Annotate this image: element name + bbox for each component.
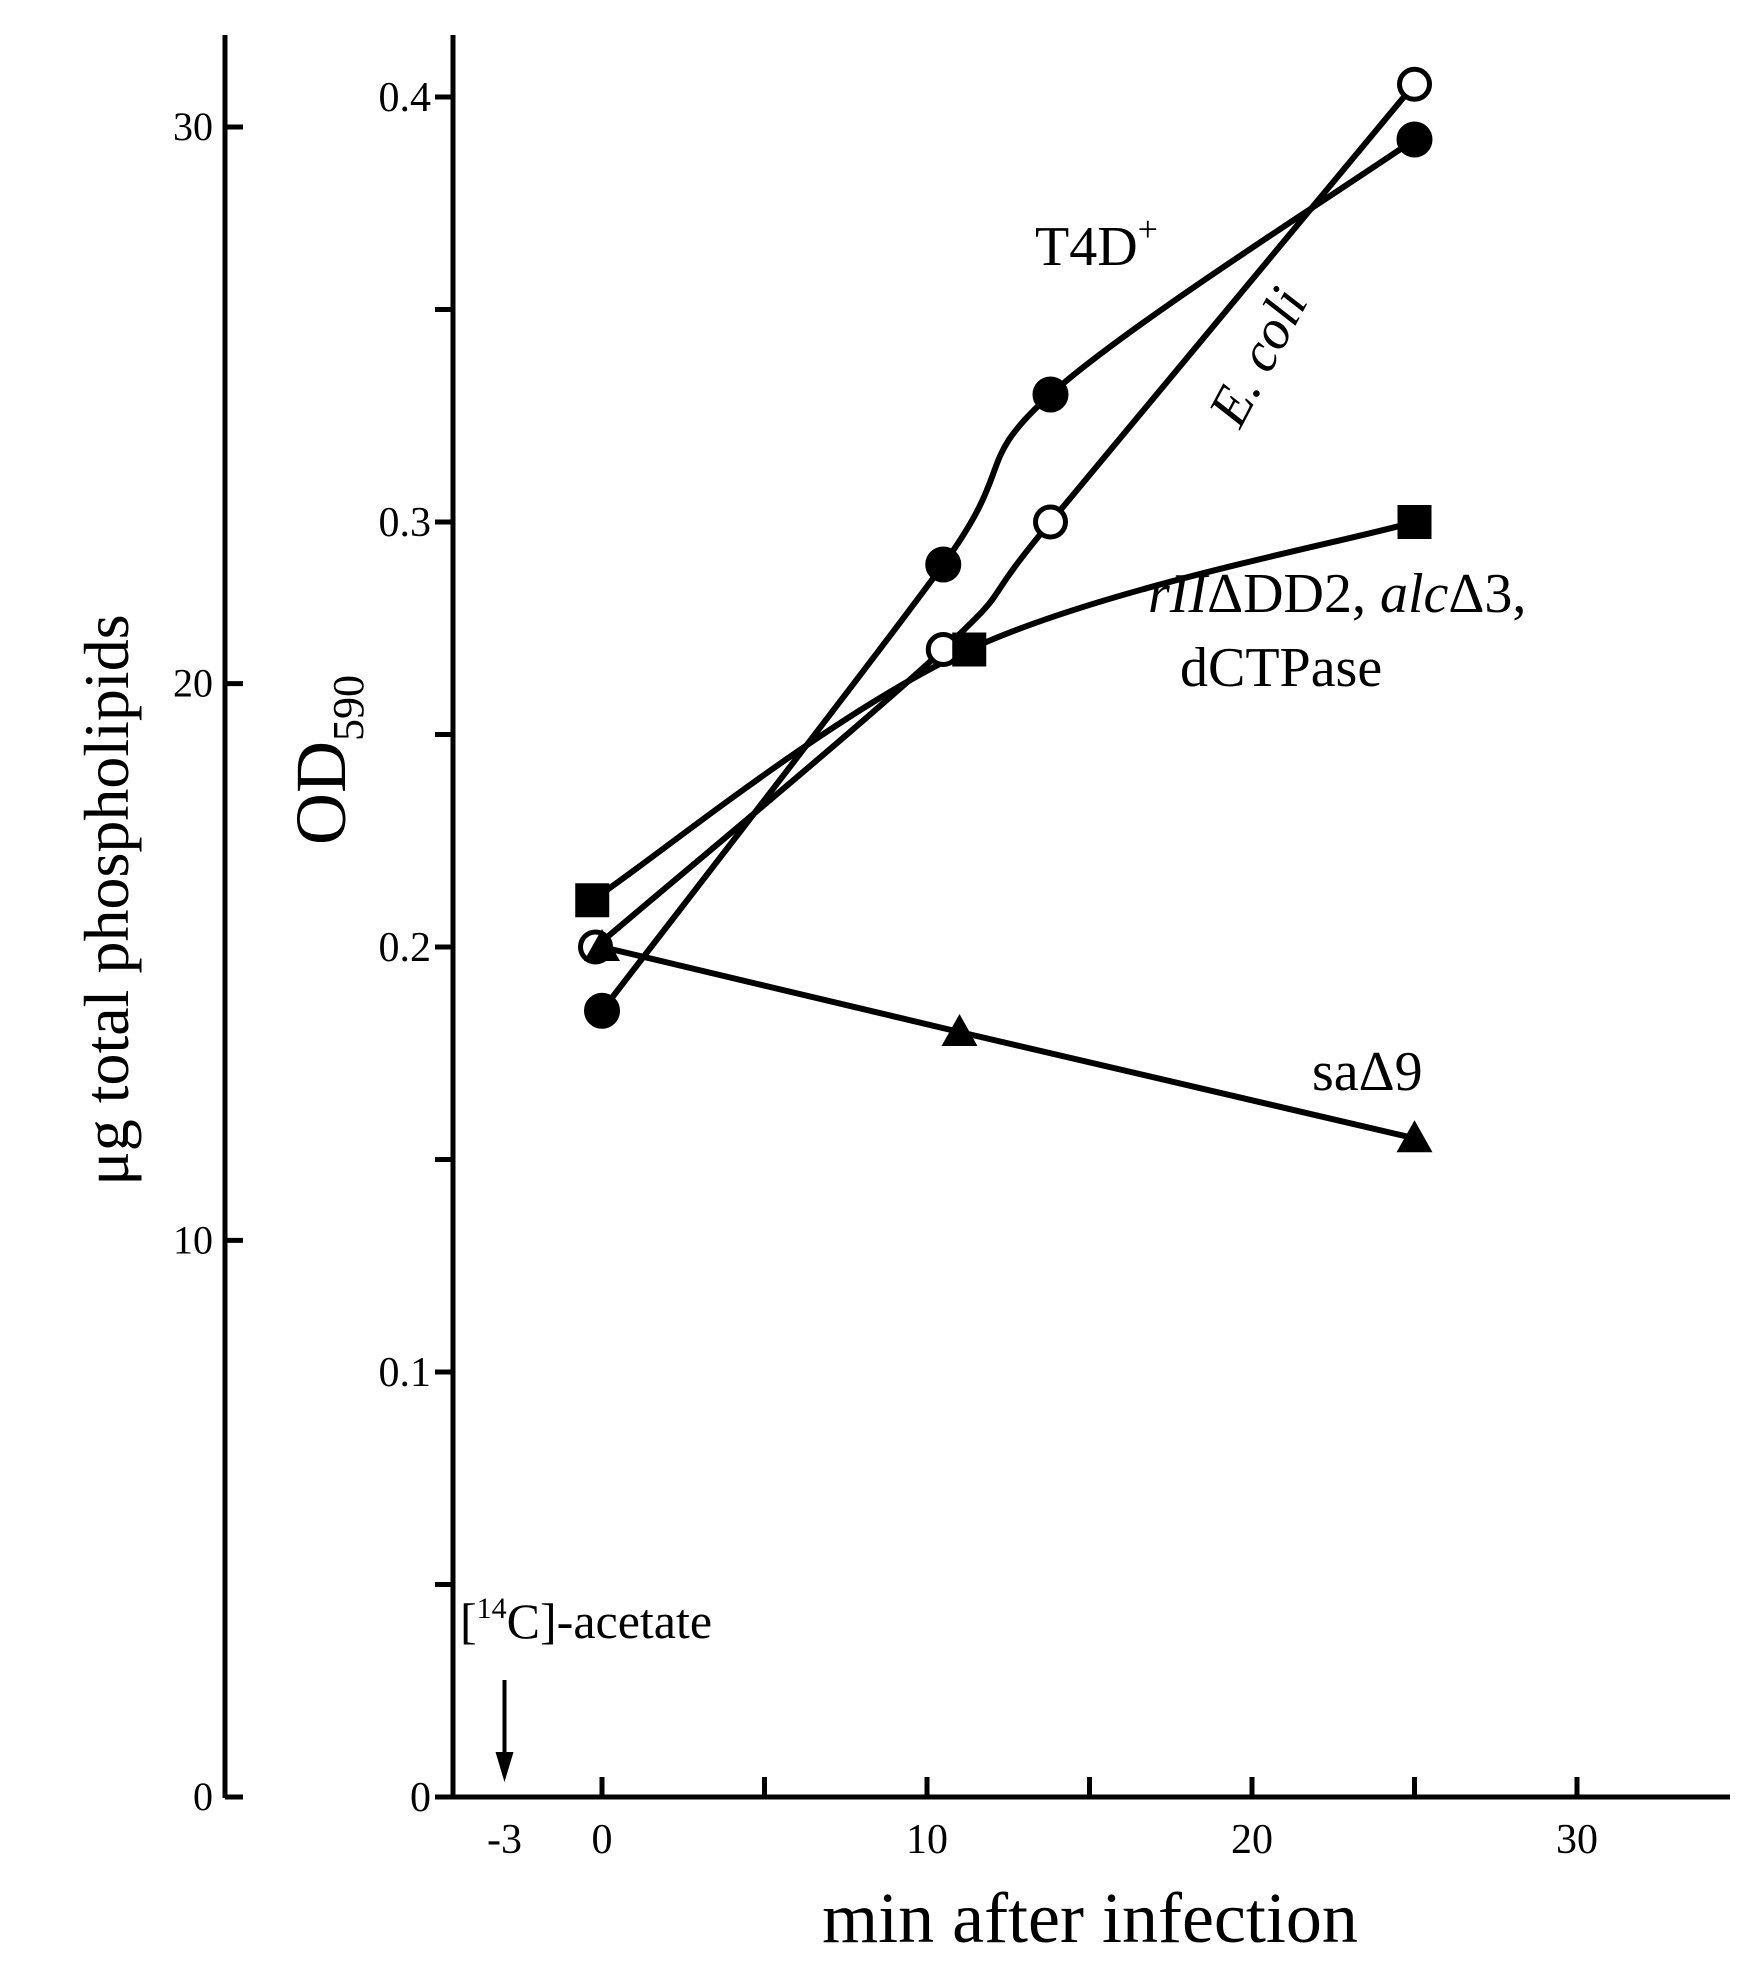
series-label-rii-line2: dCTPase — [1180, 637, 1382, 699]
data-point-rii — [575, 883, 610, 918]
data-point-sa — [584, 929, 620, 961]
series-label-rii-line1: rIIΔDD2, alcΔ3, — [1148, 563, 1526, 625]
x-tick-label: 0 — [592, 1817, 613, 1863]
series-line-sa — [599, 944, 1418, 1142]
x-tick-label: 20 — [1231, 1817, 1273, 1863]
data-point-ecoli — [1033, 504, 1068, 540]
x-tick-label: -3 — [487, 1817, 522, 1863]
rii-label-segment: Δ3, — [1448, 563, 1526, 625]
od-tick-label: 0 — [410, 1775, 431, 1821]
left-tick-label: 0 — [193, 1774, 213, 1819]
left-tick-label: 20 — [173, 661, 213, 706]
left-axis-ticks: 0 10 20 30 — [173, 104, 243, 1819]
data-point-sa — [1396, 1120, 1433, 1153]
data-point-ecoli — [1397, 66, 1432, 102]
od-axis-title: OD590 — [281, 675, 373, 845]
acetate-annotation: [14C]-acetate — [460, 1592, 712, 1649]
left-axis-title: μg total phospholipids — [71, 614, 142, 1185]
left-tick-label: 30 — [173, 104, 213, 149]
od-axis-ticks: 0 0.1 0.2 0.3 0.4 — [379, 75, 453, 1821]
od-axis-title-main: OD — [281, 741, 361, 845]
data-point-rii — [952, 632, 987, 667]
series-line-t4d — [599, 136, 1418, 1014]
od-tick-label: 0.3 — [379, 500, 432, 546]
od-tick-label: 0.2 — [379, 925, 432, 971]
left-tick-label: 10 — [173, 1217, 213, 1262]
x-tick-label: 10 — [906, 1817, 948, 1863]
series-markers — [575, 66, 1433, 1153]
rii-label-segment: ΔDD2, — [1207, 563, 1380, 625]
x-axis-title: min after infection — [822, 1878, 1358, 1958]
x-axis-ticks: -3 0 10 20 30 — [487, 1777, 1598, 1863]
rii-label-segment: alc — [1380, 563, 1449, 625]
data-point-rii — [1397, 505, 1432, 539]
data-point-sa — [941, 1014, 978, 1046]
acetate-arrow-head — [495, 1752, 514, 1782]
data-point-t4d — [584, 992, 620, 1029]
od-tick-label: 0.1 — [379, 1350, 432, 1396]
x-tick-label: 30 — [1556, 1817, 1598, 1863]
acetate-isotope: 14 — [477, 1592, 507, 1625]
series-label-t4d: T4D+ — [1035, 209, 1158, 278]
data-point-t4d — [1032, 376, 1069, 413]
od-axis-title-sub: 590 — [324, 675, 373, 741]
acetate-element: C — [507, 1593, 540, 1649]
data-point-t4d — [1396, 121, 1433, 158]
od-tick-label: 0.4 — [379, 75, 432, 121]
acetate-label: -acetate — [557, 1593, 712, 1649]
series-label-sa: saΔ9 — [1312, 1041, 1423, 1103]
data-point-t4d — [925, 546, 962, 583]
series-label-ecoli: E. coli — [1196, 278, 1320, 437]
series-line-ecoli — [592, 81, 1418, 950]
rii-label-segment: rII — [1148, 563, 1209, 625]
